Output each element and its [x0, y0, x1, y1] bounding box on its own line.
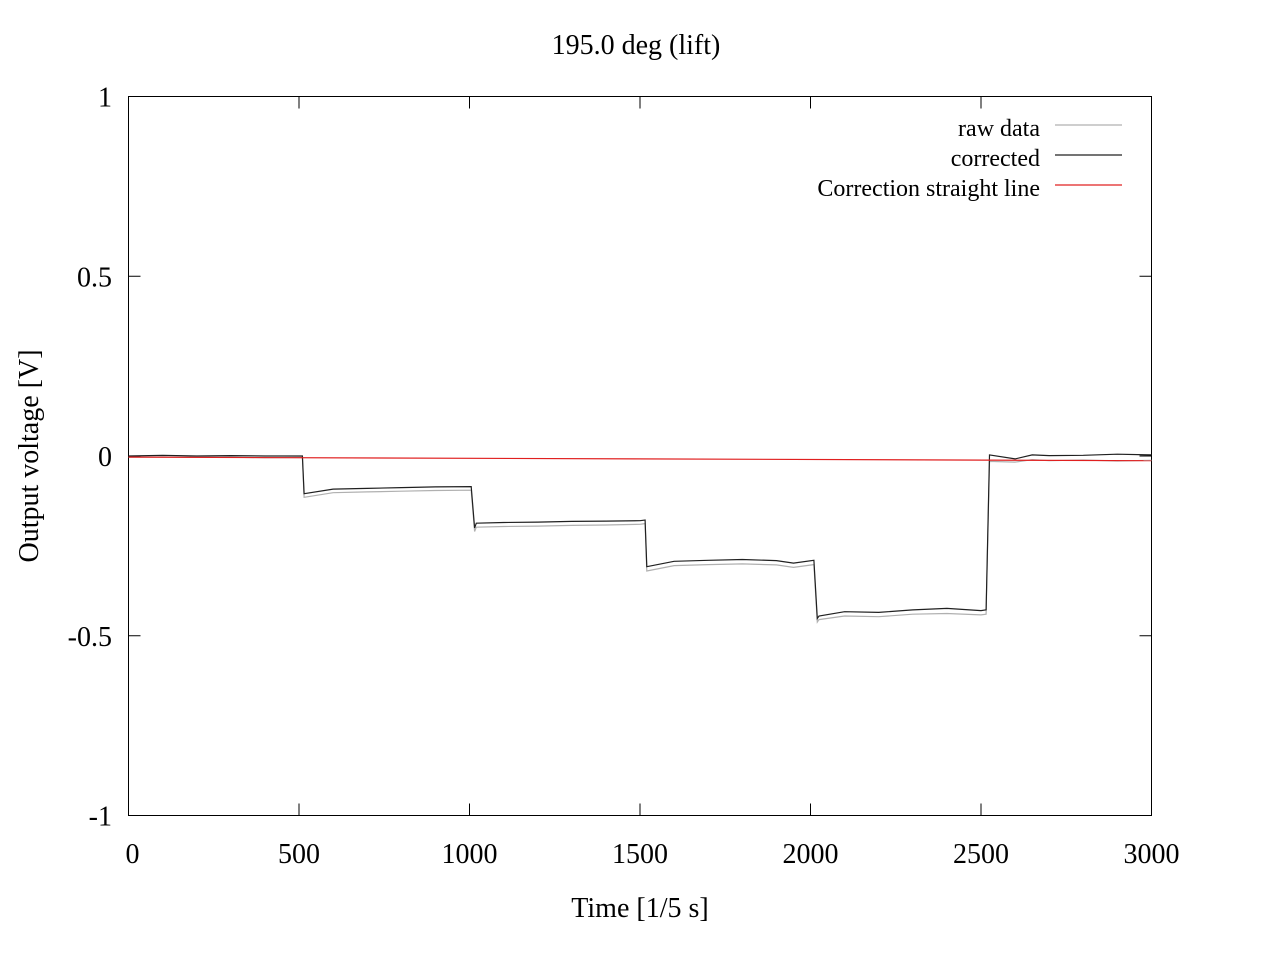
y-tick-label: -0.5: [68, 622, 112, 653]
x-tick-label: 0: [126, 839, 140, 870]
legend-label: corrected: [951, 146, 1040, 172]
y-axis: 1 0.5 0 -0.5 -1: [68, 83, 1152, 833]
x-tick-label: 500: [278, 839, 320, 870]
legend: raw data corrected Correction straight lin…: [817, 116, 1122, 202]
legend-label: Correction straight line: [817, 176, 1040, 202]
x-tick-label: 1000: [442, 839, 498, 870]
x-tick-label: 2500: [953, 839, 1009, 870]
y-tick-label: 1: [98, 83, 112, 114]
series-raw-data-line: [128, 456, 1152, 624]
series-layer: [128, 453, 1152, 624]
y-tick-label: 0.5: [77, 262, 112, 293]
x-axis: 0 500 1000 1500 2000 2500 3000: [126, 96, 1180, 870]
y-axis-label: Output voltage [V]: [14, 349, 45, 562]
chart-title: 195.0 deg (lift): [552, 30, 721, 61]
x-tick-label: 2000: [783, 839, 839, 870]
series-correction-straight-line-line: [128, 456, 1152, 462]
x-axis-label: Time [1/5 s]: [571, 893, 708, 924]
x-tick-label: 3000: [1124, 839, 1180, 870]
y-tick-label: 0: [98, 442, 112, 473]
x-tick-label: 1500: [612, 839, 668, 870]
series-corrected-line: [128, 453, 1152, 621]
y-tick-label: -1: [89, 802, 112, 833]
legend-label: raw data: [958, 116, 1040, 142]
